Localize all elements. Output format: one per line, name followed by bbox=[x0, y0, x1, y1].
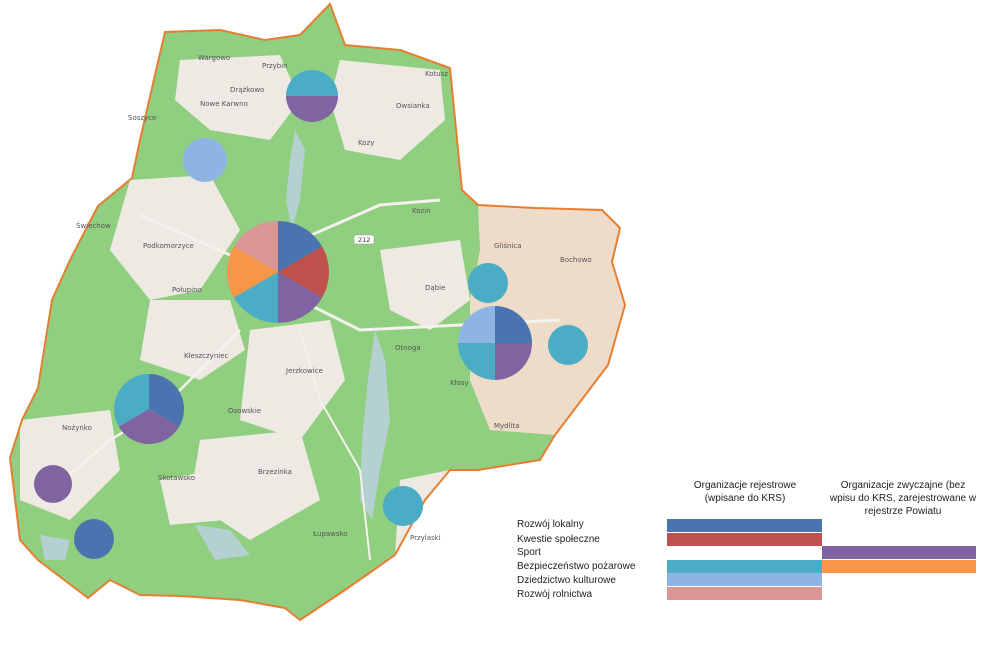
place-label: Jerzkowice bbox=[285, 367, 323, 375]
land-cover bbox=[20, 55, 625, 561]
place-label: Skotawsko bbox=[158, 474, 195, 482]
county-boundary bbox=[8, 2, 627, 622]
place-label: Wargowo bbox=[198, 54, 230, 62]
place-label: Mydlita bbox=[494, 422, 520, 430]
legend-swatch-dziedzictwo bbox=[667, 573, 822, 586]
legend-swatch-kwestie-spoleczne bbox=[667, 533, 822, 546]
place-label: Łupawsko bbox=[312, 530, 348, 538]
place-label: Osowskie bbox=[228, 407, 261, 415]
place-label: Kleszczyniec bbox=[184, 352, 229, 360]
place-label: Przylaski bbox=[410, 534, 441, 542]
pie-glisnica-slice bbox=[468, 263, 508, 303]
place-label: Bochowo bbox=[560, 256, 592, 264]
pie-north-slice bbox=[286, 70, 338, 96]
pie-layer bbox=[34, 70, 588, 559]
legend-label-rozwoj-lokalny: Rozwój lokalny bbox=[517, 519, 584, 530]
legend-label-dziedzictwo: Dziedzictwo kulturowe bbox=[517, 575, 616, 586]
pie-west-slice bbox=[118, 409, 180, 444]
place-label: Kłosy bbox=[450, 379, 469, 387]
pie-east-large-slice bbox=[458, 343, 495, 380]
legend-label-rozwoj-rolnictwa: Rozwój rolnictwa bbox=[517, 589, 593, 600]
pie-center-slice bbox=[278, 246, 329, 298]
place-label: Owsianka bbox=[396, 102, 430, 110]
place-label: Kozin bbox=[412, 207, 431, 215]
pie-center-slice bbox=[227, 246, 278, 298]
pie-west-slice bbox=[149, 374, 184, 427]
road-badge bbox=[353, 234, 375, 245]
legend-label-sport: Sport bbox=[517, 547, 541, 558]
pie-east-large-slice bbox=[495, 306, 532, 343]
legend-header-registered: Organizacje rejestrowe (wpisane do KRS) bbox=[693, 480, 797, 504]
legend-label-bezpieczenstwo: Bezpieczeństwo pożarowe bbox=[517, 561, 636, 572]
place-label: Brzezinka bbox=[258, 468, 292, 476]
place-label: Dąbie bbox=[425, 284, 445, 292]
pie-north-slice bbox=[286, 96, 338, 122]
place-label: Świechow bbox=[76, 221, 111, 230]
pie-center-slice bbox=[278, 221, 323, 272]
pie-center-slice bbox=[233, 272, 278, 323]
pie-southwest-slice bbox=[34, 465, 72, 503]
place-label: Nożynko bbox=[62, 424, 92, 432]
legend-swatch-bezpieczenstwo bbox=[667, 560, 822, 573]
pie-south-slice bbox=[383, 486, 423, 526]
place-label: Kotusz bbox=[425, 70, 448, 78]
pie-bochowo-slice bbox=[548, 325, 588, 365]
legend-swatch-orange bbox=[822, 560, 976, 573]
pie-west-slice bbox=[113, 374, 149, 427]
legend-swatch-sport bbox=[822, 546, 976, 559]
place-label: Nowe Karwno bbox=[200, 100, 248, 108]
legend-header-ordinary: Organizacje zwyczajne (bez wpisu do KRS,… bbox=[829, 480, 977, 517]
place-label: Podkomorzyce bbox=[143, 242, 194, 250]
pie-northwest-slice bbox=[183, 138, 227, 182]
legend-swatch-rozwoj-lokalny bbox=[667, 519, 822, 532]
pie-south-west2-slice bbox=[74, 519, 114, 559]
place-label: Otnoga bbox=[395, 344, 421, 352]
place-label: Gliśnica bbox=[494, 242, 521, 250]
pie-east-large-slice bbox=[495, 343, 532, 380]
place-label: Drążkowo bbox=[230, 86, 264, 94]
place-label: Przybin bbox=[262, 62, 288, 70]
place-label: Soszyce bbox=[128, 114, 156, 122]
pie-center-slice bbox=[233, 221, 278, 272]
road-number: 212 bbox=[358, 236, 370, 244]
legend-swatch-rozwoj-rolnictwa bbox=[667, 587, 822, 600]
pie-center-slice bbox=[278, 272, 323, 323]
legend-label-kwestie-spoleczne: Kwestie społeczne bbox=[517, 534, 600, 545]
place-label: Połupino bbox=[172, 286, 202, 294]
place-label: Kozy bbox=[358, 139, 374, 147]
pie-east-large-slice bbox=[458, 306, 495, 343]
county-area bbox=[10, 4, 625, 620]
